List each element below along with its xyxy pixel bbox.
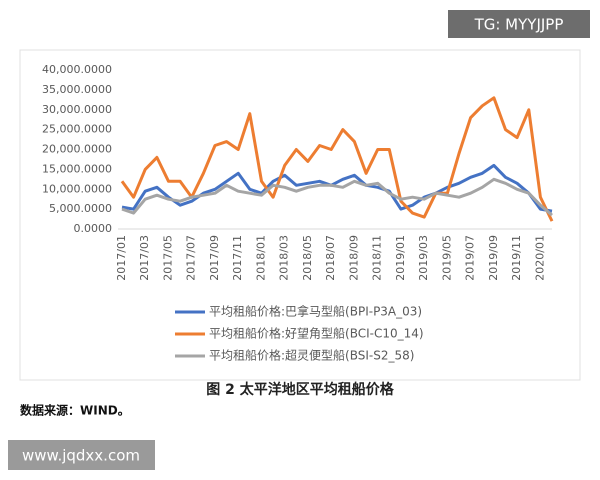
watermark-box xyxy=(8,440,155,470)
x-tick-label: 2019/07 xyxy=(464,235,477,281)
caption: 图 2 太平洋地区平均租船价格 xyxy=(206,381,394,398)
source: 数据来源：WIND。 xyxy=(20,403,130,418)
y-tick-label: 30,000.0000 xyxy=(42,103,112,116)
x-tick-label: 2018/07 xyxy=(324,235,337,281)
watermark: TG: MYYJJPP xyxy=(474,16,564,34)
x-tick-label: 2019/05 xyxy=(440,235,453,281)
x-tick-label: 2018/01 xyxy=(254,235,267,281)
legend-label: 平均租船价格:超灵便型船(BSI-S2_58) xyxy=(209,348,414,363)
x-tick-label: 2019/03 xyxy=(417,235,430,281)
x-tick-label: 2017/01 xyxy=(115,235,128,281)
chart-frame xyxy=(19,49,581,381)
y-tick-label: 40,000.0000 xyxy=(42,63,112,76)
x-tick-label: 2017/11 xyxy=(231,235,244,281)
y-tick-label: 15,000.0000 xyxy=(42,162,112,175)
legend-label: 平均租船价格:好望角型船(BCI-C10_14) xyxy=(209,326,424,341)
watermark-box xyxy=(448,10,590,38)
x-tick-label: 2018/03 xyxy=(278,235,291,281)
watermark: www.jqdxx.com xyxy=(22,447,140,465)
x-tick-label: 2018/05 xyxy=(301,235,314,281)
y-tick-label: 10,000.0000 xyxy=(42,182,112,195)
y-tick-label: 35,000.0000 xyxy=(42,83,112,96)
y-tick-label: 20,000.0000 xyxy=(42,143,112,156)
x-tick-label: 2017/09 xyxy=(208,235,221,281)
y-tick-label: 25,000.0000 xyxy=(42,123,112,136)
legend-label: 平均租船价格:巴拿马型船(BPI-P3A_03) xyxy=(209,304,422,319)
y-tick-label: 5,000.0000 xyxy=(49,202,112,215)
series-line xyxy=(121,163,553,213)
x-tick-label: 2019/09 xyxy=(487,235,500,281)
x-tick-label: 2017/03 xyxy=(138,235,151,281)
x-tick-label: 2018/11 xyxy=(371,235,384,281)
series-line xyxy=(120,96,554,222)
x-tick-label: 2017/05 xyxy=(161,235,174,281)
x-tick-label: 2019/11 xyxy=(510,235,523,281)
x-tick-label: 2020/01 xyxy=(533,235,546,281)
y-tick-label: 0.0000 xyxy=(74,222,113,235)
x-tick-label: 2018/09 xyxy=(347,235,360,281)
x-tick-label: 2017/07 xyxy=(185,235,198,281)
series-line xyxy=(121,177,553,217)
x-tick-label: 2019/01 xyxy=(394,235,407,281)
